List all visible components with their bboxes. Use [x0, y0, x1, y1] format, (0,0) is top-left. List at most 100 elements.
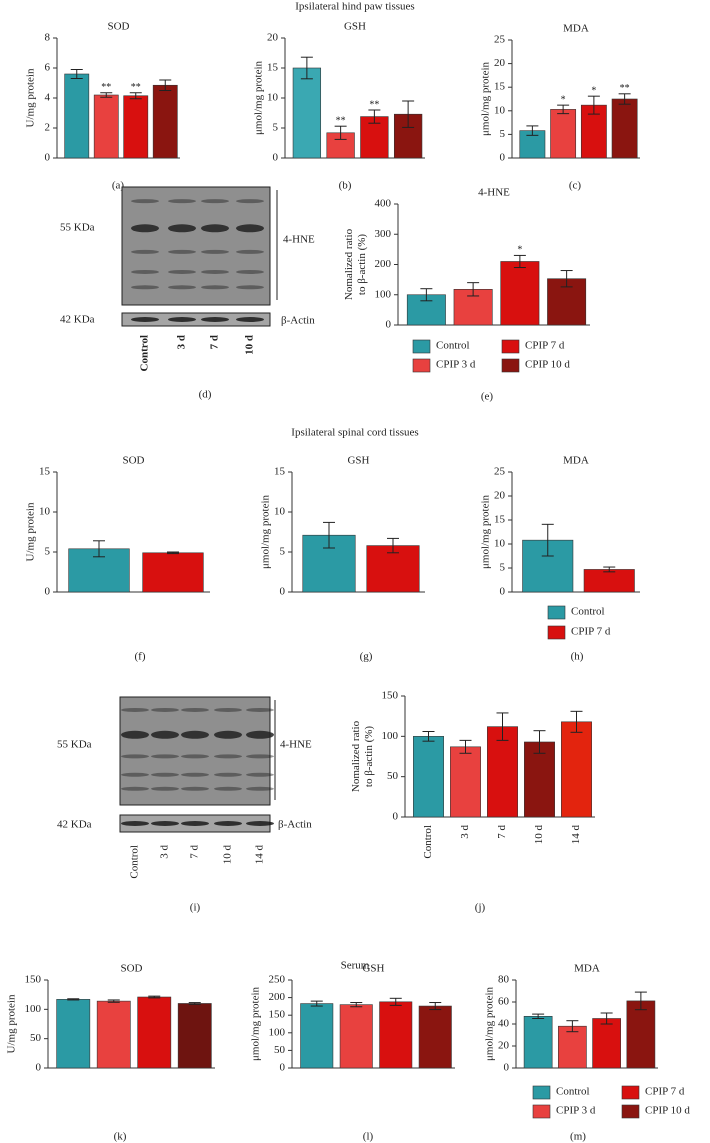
- y-tick-label: 10: [274, 506, 286, 518]
- error-bar: [334, 125, 347, 140]
- y-tick-label: 15: [494, 81, 506, 93]
- y-tick-label: 200: [375, 258, 392, 270]
- blot-band: [181, 730, 209, 739]
- error-bar: [634, 991, 647, 1011]
- blot-band: [131, 199, 159, 204]
- error-bar: [587, 95, 600, 115]
- y-tick-label: 60: [498, 996, 510, 1008]
- y-tick-label: 100: [25, 1003, 42, 1015]
- panel-label: (j): [475, 902, 486, 914]
- blot-band: [201, 249, 229, 254]
- panel-label: (g): [360, 651, 373, 663]
- error-bar: [560, 270, 573, 288]
- legend-label: CPIP 3 d: [436, 359, 476, 371]
- legend-swatch: [501, 339, 520, 354]
- panel-label: (i): [190, 902, 201, 914]
- blot-band: [151, 707, 179, 712]
- y-tick-label: 15: [39, 466, 51, 478]
- significance: *: [561, 94, 566, 105]
- error-bar: [600, 1012, 613, 1025]
- blot-band: [181, 772, 209, 777]
- blot-band: [181, 707, 209, 712]
- blot-band: [181, 786, 209, 791]
- error-bar: [350, 1002, 363, 1008]
- panel-label: (a): [112, 180, 125, 192]
- bar: [64, 73, 90, 159]
- y-tick-label: 0: [500, 152, 506, 164]
- y-axis-label: μmol/mg protein: [484, 986, 496, 1061]
- blot-band: [121, 786, 149, 791]
- y-tick-label: 100: [375, 288, 392, 300]
- legend-label: CPIP 3 d: [556, 1105, 596, 1117]
- panel-label: (f): [135, 651, 146, 663]
- blot-band: [168, 224, 196, 233]
- error-bar: [496, 712, 509, 741]
- legend-swatch: [501, 358, 520, 373]
- blot-band: [236, 269, 264, 274]
- legend-label: CPIP 10 d: [525, 359, 570, 371]
- bar: [550, 109, 577, 159]
- error-bar: [467, 282, 480, 297]
- blot-band: [121, 772, 149, 777]
- error-bar: [148, 995, 161, 999]
- bar: [379, 1001, 413, 1069]
- y-tick-label: 5: [500, 562, 506, 574]
- bar: [487, 726, 518, 818]
- error-bar: [310, 1000, 323, 1007]
- lane-label: 14 d: [254, 845, 266, 865]
- significance: **: [369, 99, 379, 110]
- y-tick-label: 150: [269, 1009, 286, 1021]
- band-label: β-Actin: [281, 315, 315, 327]
- bar: [561, 721, 592, 818]
- blot-band: [214, 754, 242, 759]
- chart-title: GSH: [344, 21, 366, 33]
- chart-title: GSH: [362, 963, 384, 975]
- section-title: Serum: [341, 960, 370, 972]
- bar: [152, 84, 178, 159]
- bar: [339, 1004, 373, 1069]
- y-axis-label: to β-actin (%): [363, 726, 375, 788]
- y-tick-label: 0: [500, 586, 506, 598]
- bar: [523, 1015, 553, 1069]
- legend-swatch: [412, 358, 431, 373]
- blot-band: [246, 707, 274, 712]
- error-bar: [429, 1002, 442, 1011]
- y-axis-label: U/mg protein: [25, 68, 37, 127]
- x-tick-label: 10 d: [533, 825, 545, 845]
- error-bar: [387, 537, 399, 554]
- error-bar: [618, 93, 631, 105]
- error-bar: [570, 710, 583, 733]
- band-label: β-Actin: [278, 819, 312, 831]
- y-axis-label: μmol/mg protein: [250, 986, 262, 1061]
- y-tick-label: 4: [45, 92, 51, 104]
- bar: [611, 98, 638, 159]
- y-tick-label: 300: [375, 228, 392, 240]
- error-bar: [93, 540, 105, 558]
- y-tick-label: 0: [393, 811, 399, 823]
- y-tick-label: 20: [267, 32, 279, 44]
- panel-label: (h): [571, 651, 584, 663]
- blot-band: [181, 754, 209, 759]
- y-tick-label: 250: [269, 974, 286, 986]
- blot-band: [168, 199, 196, 204]
- y-tick-label: 50: [387, 770, 399, 782]
- blot-image: [121, 186, 271, 306]
- y-tick-label: 0: [504, 1062, 510, 1074]
- legend-swatch: [621, 1104, 640, 1119]
- y-axis-label: μmol/mg protein: [480, 494, 492, 569]
- blot-band: [236, 224, 264, 233]
- y-axis-label: U/mg protein: [6, 994, 18, 1053]
- y-tick-label: 10: [267, 92, 279, 104]
- blot-band: [236, 199, 264, 204]
- panel-label: (l): [363, 1131, 374, 1143]
- bar: [300, 1003, 334, 1069]
- panel-label: (b): [339, 180, 352, 192]
- bar: [177, 1003, 212, 1069]
- marker-label: 55 KDa: [57, 739, 92, 751]
- y-axis-label: Nomalized ratio: [350, 720, 362, 792]
- x-tick-label: 7 d: [496, 825, 508, 839]
- error-bar: [557, 104, 570, 115]
- y-tick-label: 0: [280, 586, 286, 598]
- y-tick-label: 0: [280, 1062, 286, 1074]
